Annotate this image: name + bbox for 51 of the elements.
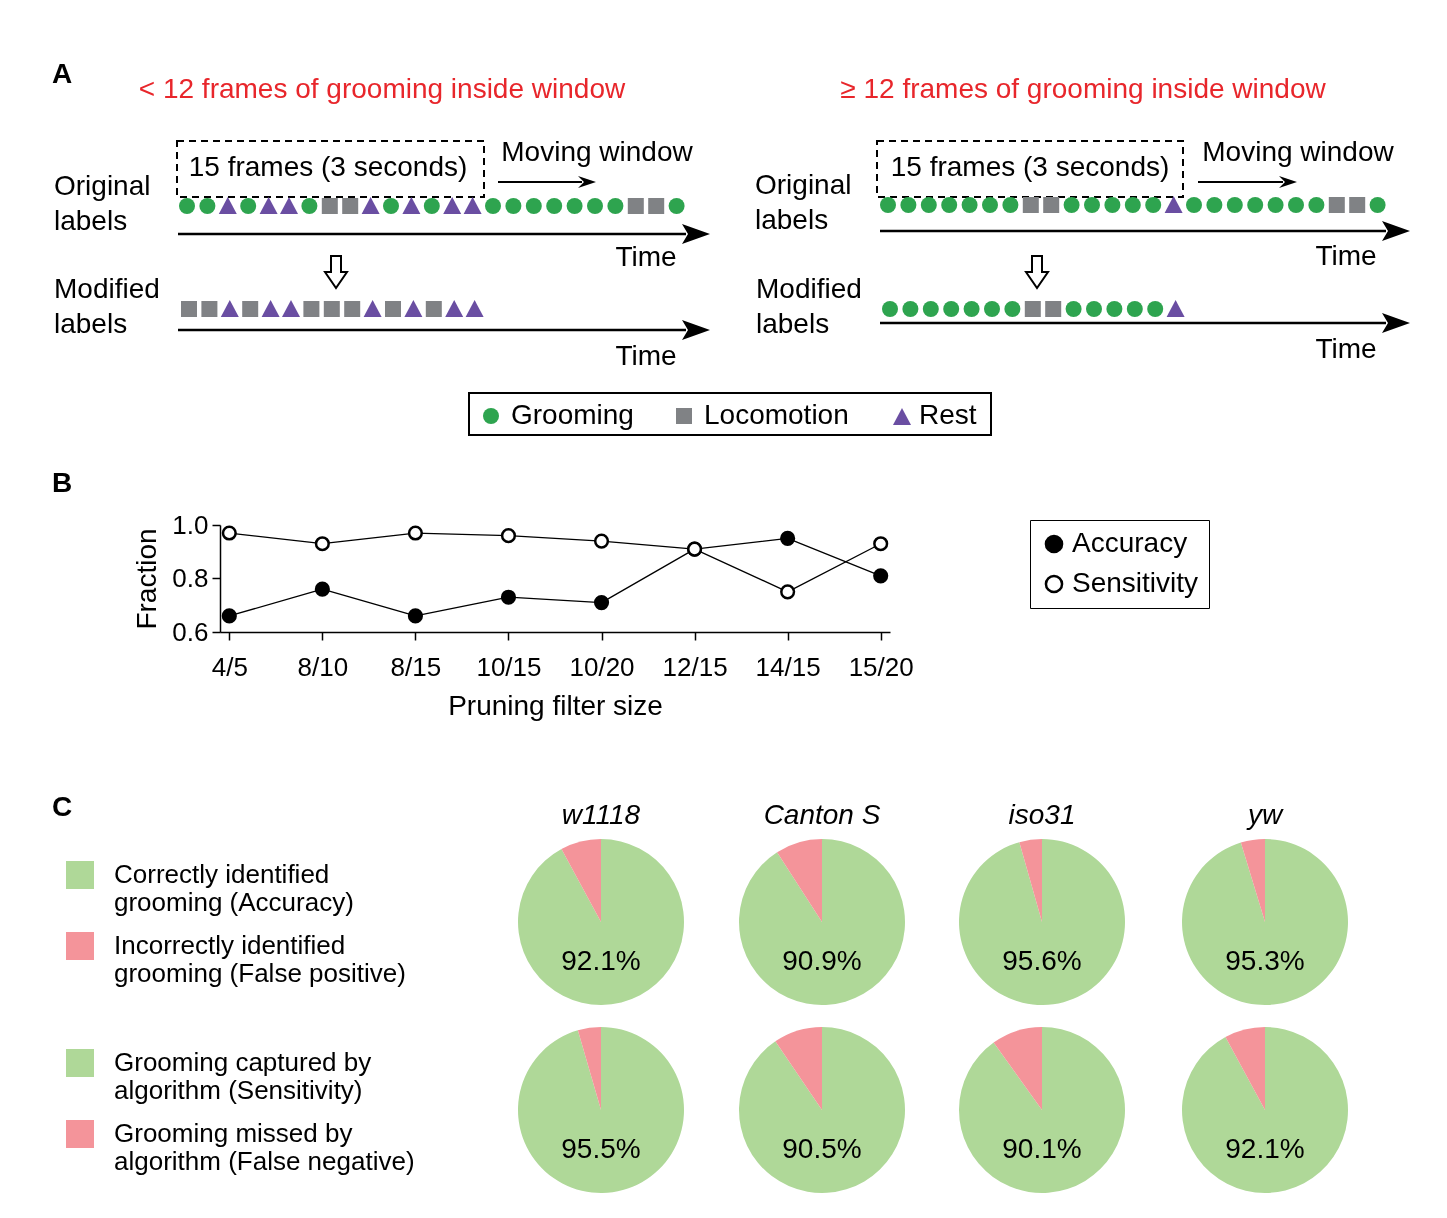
text: < 12 frames of grooming inside window bbox=[138, 73, 626, 104]
chart-title: yw bbox=[1245, 799, 1284, 830]
chart-title: B bbox=[52, 467, 73, 498]
legend-label: Incorrectly identified grooming (False positive) bbox=[114, 930, 406, 988]
data-label: 95.5% bbox=[561, 1133, 641, 1164]
x-tick-label: 12/15 bbox=[662, 651, 728, 682]
legend-label: Sensitivity bbox=[1072, 567, 1199, 598]
text: Locomotion bbox=[704, 399, 849, 430]
text: Modified labels bbox=[54, 273, 160, 339]
text: Time bbox=[1315, 333, 1377, 364]
y-tick-label: 1.0 bbox=[172, 509, 209, 540]
legend-label: Accuracy bbox=[1072, 527, 1188, 558]
text: Grooming bbox=[511, 399, 634, 430]
chart-title: iso31 bbox=[1008, 799, 1076, 830]
text: Original labels bbox=[54, 170, 151, 236]
data-label: 90.1% bbox=[1002, 1133, 1082, 1164]
x-tick-label: 10/15 bbox=[476, 651, 542, 682]
text: Moving window bbox=[501, 136, 694, 167]
x-tick-label: 15/20 bbox=[848, 651, 914, 682]
legend-label: Grooming missed by algorithm (False negative) bbox=[114, 1118, 415, 1176]
chart-title: Canton S bbox=[763, 799, 881, 830]
y-tick-label: 0.8 bbox=[172, 563, 209, 593]
text: A bbox=[52, 58, 73, 89]
data-label: 95.3% bbox=[1225, 945, 1305, 976]
chart-title: w1118 bbox=[561, 799, 641, 830]
data-label: 90.5% bbox=[782, 1133, 862, 1164]
text: Original labels bbox=[755, 169, 852, 235]
data-label: 90.9% bbox=[782, 945, 862, 976]
x-tick-label: 8/15 bbox=[390, 651, 442, 682]
text: Time bbox=[615, 241, 677, 272]
x-tick-label: 4/5 bbox=[211, 651, 248, 682]
text: Modified labels bbox=[756, 273, 862, 339]
text: 15 frames (3 seconds) bbox=[188, 151, 468, 182]
x-axis-title: Pruning filter size bbox=[448, 689, 663, 721]
x-tick-label: 8/10 bbox=[297, 651, 349, 682]
text: Moving window bbox=[1202, 136, 1395, 167]
text: Time bbox=[615, 340, 677, 371]
x-tick-label: 14/15 bbox=[755, 651, 821, 682]
y-axis-title: Fraction bbox=[131, 528, 163, 630]
text: 15 frames (3 seconds) bbox=[890, 151, 1170, 182]
y-tick-label: 0.6 bbox=[172, 616, 209, 647]
text: ≥ 12 frames of grooming inside window bbox=[840, 73, 1327, 104]
legend-label: Correctly identified grooming (Accuracy) bbox=[114, 859, 354, 917]
text: Rest bbox=[919, 399, 977, 430]
data-label: 92.1% bbox=[1225, 1133, 1305, 1164]
x-tick-label: 10/20 bbox=[569, 651, 635, 682]
legend-label: Grooming captured by algorithm (Sensitivity) bbox=[114, 1047, 372, 1105]
data-label: 92.1% bbox=[561, 945, 641, 976]
data-label: 95.6% bbox=[1002, 945, 1082, 976]
text: Time bbox=[1315, 240, 1377, 271]
text: C bbox=[52, 791, 73, 822]
